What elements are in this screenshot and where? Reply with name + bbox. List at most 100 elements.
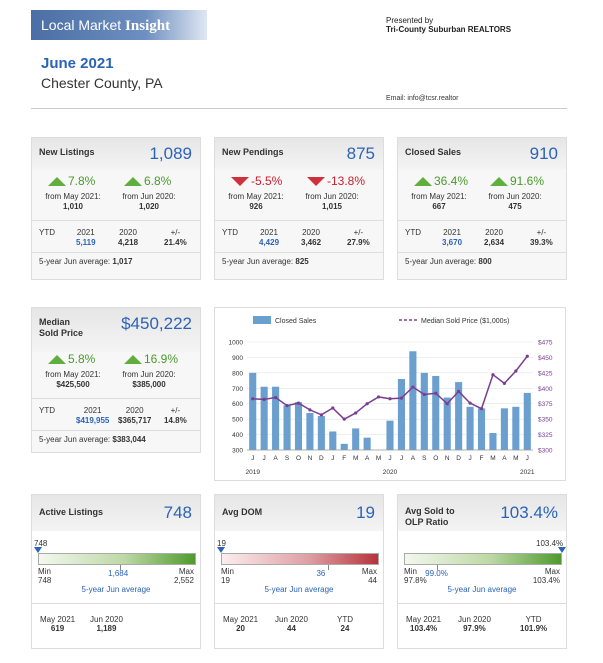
avg-label: 5-year Jun average: bbox=[222, 257, 296, 266]
ytd-value: 39.3% bbox=[530, 238, 553, 247]
change-value: 7.8% bbox=[68, 174, 96, 188]
footer-value: 101.9% bbox=[520, 624, 548, 633]
card-header bbox=[398, 138, 566, 170]
min-label: Min bbox=[404, 567, 417, 576]
card-title-line2: OLP Ratio bbox=[405, 517, 449, 527]
card-divider bbox=[398, 220, 566, 221]
average-tick bbox=[328, 565, 330, 570]
x-month-tick: F bbox=[480, 455, 484, 462]
x-month-tick: N bbox=[308, 455, 313, 462]
marker-value: 19 bbox=[217, 539, 226, 548]
footer-stat-1: May 2021 20 bbox=[223, 615, 258, 633]
up-arrow-icon bbox=[48, 352, 68, 366]
closed-sales-bar bbox=[466, 406, 474, 450]
average-tick bbox=[120, 565, 122, 570]
ytd-header: YTD bbox=[405, 228, 421, 237]
closed-sales-bar bbox=[512, 406, 520, 450]
from-value: $385,000 bbox=[132, 380, 166, 389]
footer-label: YTD bbox=[525, 615, 542, 624]
median-price-point bbox=[445, 402, 449, 406]
max-value: 44 bbox=[368, 576, 377, 585]
presented-by: Presented by Tri-County Suburban REALTOR… bbox=[386, 16, 511, 34]
change-value: 16.9% bbox=[144, 352, 179, 366]
footer-value: 24 bbox=[340, 624, 350, 633]
card-title: New Listings bbox=[39, 147, 95, 157]
card-value: 910 bbox=[529, 144, 558, 163]
median-price-point bbox=[479, 407, 484, 411]
header-divider bbox=[31, 108, 567, 109]
ytd-value: 21.4% bbox=[164, 238, 187, 247]
ytd-col-1: 2021 3,670 bbox=[442, 228, 462, 248]
closed-sales-bar bbox=[317, 416, 325, 450]
footer-value: 103.4% bbox=[410, 624, 438, 633]
level-marker bbox=[558, 547, 566, 553]
brand-banner: Local Market Insight bbox=[31, 10, 207, 40]
change-1: 5.8% bbox=[48, 352, 95, 366]
card-header bbox=[215, 138, 383, 170]
range-bar bbox=[221, 553, 379, 565]
from-label: from Jun 2020: bbox=[305, 192, 359, 201]
min-value: 19 bbox=[221, 576, 230, 585]
footer-stat-2: Jun 2020 44 bbox=[275, 615, 308, 633]
from-label: from Jun 2020: bbox=[122, 192, 176, 201]
footer-value: 44 bbox=[287, 624, 296, 633]
median-price-point bbox=[468, 401, 472, 405]
ytd-col-3: +/- 39.3% bbox=[530, 228, 553, 248]
x-month-tick: J bbox=[331, 455, 334, 462]
footer-label: Jun 2020 bbox=[458, 615, 491, 624]
ytd-col-2: 2020 $365,717 bbox=[118, 406, 151, 426]
median-price-point bbox=[308, 408, 312, 412]
marker-value: 748 bbox=[34, 539, 48, 548]
ytd-value: 4,218 bbox=[118, 238, 139, 247]
from-value: 1,010 bbox=[62, 202, 84, 211]
ytd-value: 3,462 bbox=[301, 238, 322, 247]
ytd-header: YTD bbox=[39, 228, 55, 237]
card-value: $450,222 bbox=[121, 314, 192, 333]
y-right-tick: $300 bbox=[538, 448, 553, 455]
from-compare-1: from May 2021: $425,500 bbox=[38, 370, 108, 390]
card-header bbox=[398, 495, 566, 531]
x-month-tick: N bbox=[445, 455, 450, 462]
card-divider bbox=[32, 430, 200, 431]
email-link[interactable]: Email: info@tcsr.realtor bbox=[386, 95, 459, 102]
footer-value: 97.9% bbox=[463, 624, 486, 633]
closed-sales-bar bbox=[329, 431, 337, 450]
x-month-tick: S bbox=[285, 455, 290, 462]
max-label: Max bbox=[178, 567, 194, 576]
median-price-point bbox=[274, 395, 278, 400]
from-label: from May 2021: bbox=[411, 192, 467, 201]
five-year-average: 5-year Jun average: $383,044 bbox=[39, 435, 146, 444]
ytd-header: 2021 bbox=[76, 228, 95, 237]
ytd-col-0: YTD bbox=[222, 228, 238, 238]
average-value: 99.0% bbox=[425, 569, 448, 578]
y-right-tick: $325 bbox=[538, 432, 553, 439]
y-left-tick: 600 bbox=[232, 401, 243, 408]
card-divider bbox=[398, 603, 566, 604]
card-divider bbox=[32, 603, 200, 604]
closed-sales-bar bbox=[455, 382, 463, 450]
from-label: from May 2021: bbox=[45, 192, 101, 201]
card-title: Median Sold Price bbox=[39, 317, 83, 339]
y-right-tick: $400 bbox=[538, 386, 553, 393]
y-right-tick: $375 bbox=[538, 401, 553, 408]
ytd-header: 2021 bbox=[260, 228, 278, 237]
change-value: -13.8% bbox=[327, 174, 366, 188]
card-title: Avg Sold to OLP Ratio bbox=[405, 506, 455, 528]
change-value: 36.4% bbox=[434, 174, 469, 188]
county-name: Chester County, PA bbox=[41, 75, 163, 91]
closed-sales-bar bbox=[432, 375, 440, 450]
five-year-average: 5-year Jun average: 1,017 bbox=[39, 257, 132, 266]
footer-label: Jun 2020 bbox=[275, 615, 308, 624]
from-value: 475 bbox=[508, 202, 522, 211]
average-caption: 5-year Jun average bbox=[81, 585, 151, 594]
ytd-header: 2020 bbox=[302, 228, 320, 237]
up-arrow-icon bbox=[414, 174, 434, 188]
change-value: 6.8% bbox=[144, 174, 172, 188]
up-arrow-icon bbox=[490, 174, 510, 188]
average-caption: 5-year Jun average bbox=[264, 585, 334, 594]
footer-stat-2: Jun 2020 1,189 bbox=[90, 615, 123, 633]
brand-bold: Insight bbox=[125, 18, 171, 34]
card-header bbox=[32, 138, 200, 170]
range-bar bbox=[38, 553, 196, 565]
ytd-col-1: 2021 5,119 bbox=[76, 228, 96, 248]
